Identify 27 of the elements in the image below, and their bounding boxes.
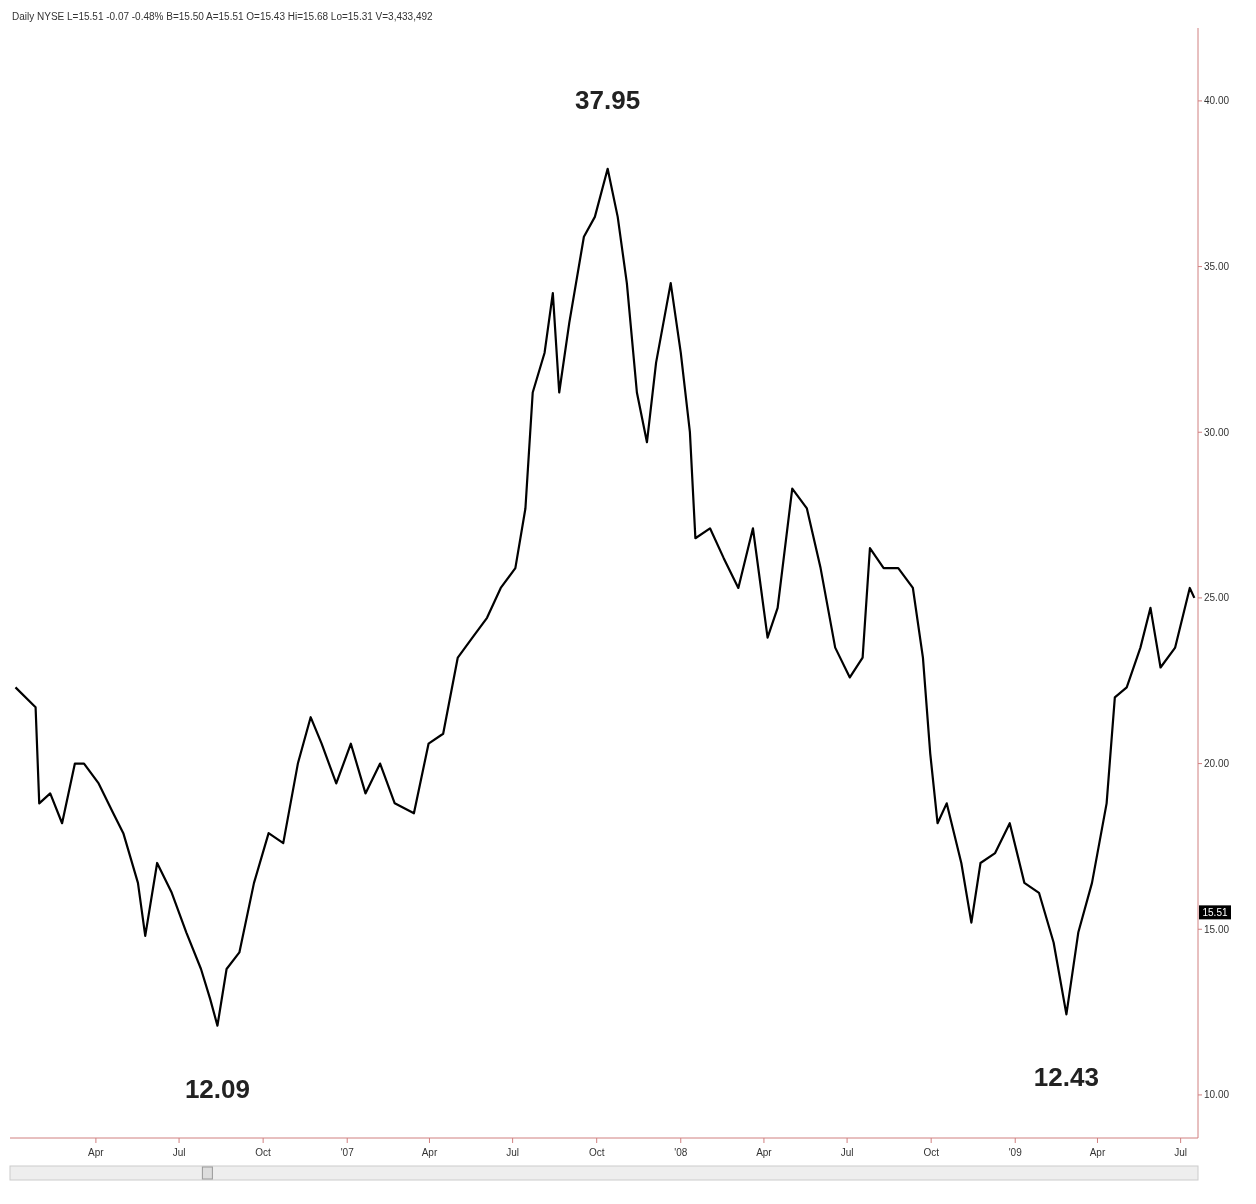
y-tick-label: 30.00	[1204, 426, 1230, 438]
x-tick-label: Jul	[172, 1147, 186, 1158]
x-tick-label: Apr	[756, 1147, 773, 1158]
x-tick-label: Jul	[506, 1147, 520, 1158]
line-series	[14, 167, 1196, 1027]
annotation: 15.51	[1202, 906, 1228, 918]
y-tick-label: 10.00	[1204, 1089, 1230, 1101]
annotation: 12.43	[1033, 1062, 1099, 1093]
y-tick-label: 40.00	[1204, 95, 1230, 107]
x-tick-label: Jul	[1174, 1147, 1188, 1158]
x-tick-label: Apr	[88, 1147, 105, 1158]
x-tick-label: Apr	[1089, 1147, 1106, 1158]
x-tick-label: '07	[340, 1147, 355, 1158]
y-tick-label: 20.00	[1204, 758, 1230, 770]
x-tick-label: Oct	[255, 1147, 272, 1158]
x-tick-label: Oct	[923, 1147, 940, 1158]
x-tick-label: Apr	[421, 1147, 438, 1158]
annotation: 12.09	[184, 1073, 250, 1104]
x-tick-label: '08	[674, 1147, 688, 1158]
y-tick-label: 35.00	[1204, 261, 1230, 273]
x-tick-label: '09	[1008, 1147, 1023, 1158]
y-tick-label: 15.00	[1204, 923, 1230, 935]
x-tick-label: Oct	[588, 1147, 605, 1158]
annotation: 37.95	[575, 84, 641, 115]
y-tick-label: 25.00	[1204, 592, 1230, 604]
x-tick-label: Jul	[840, 1147, 854, 1158]
chart-title: Daily NYSE L=15.51 -0.07 -0.48% B=15.50 A=15.51 O=15.43 Hi=15.68 Lo=15.31 V=3,433,492	[12, 11, 434, 22]
